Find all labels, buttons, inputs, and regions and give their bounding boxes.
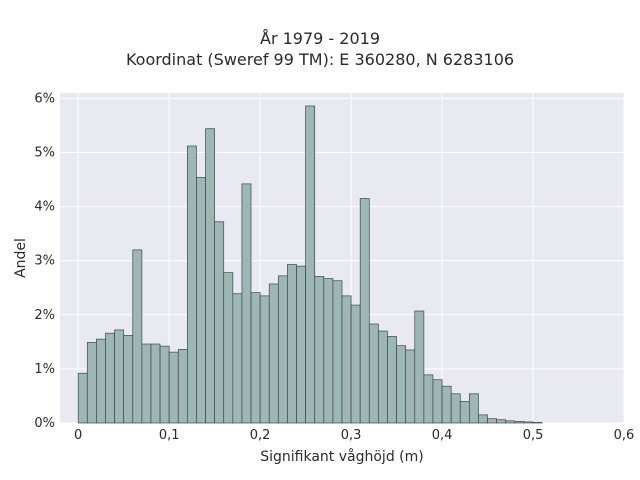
histogram-bar [532,422,543,424]
histogram-bar [177,349,188,424]
histogram-bar [505,420,516,424]
histogram-bar [423,374,434,424]
x-axis-ticks: 0 0,1 0,2 0,3 0,4 0,5 0,6 [74,428,634,443]
histogram-bar [250,292,261,424]
histogram-bar [368,323,379,424]
y-tick-label: 1% [34,362,55,377]
histogram-bar [159,345,170,424]
x-tick-label: 0,6 [614,428,635,443]
x-tick-label: 0,5 [523,428,544,443]
y-axis-label: Andel [13,238,29,278]
histogram-bar [496,419,507,424]
histogram-bar [187,145,197,424]
x-tick-label: 0,4 [432,428,453,443]
histogram-bar [105,332,115,424]
x-tick-label: 0,1 [159,428,180,443]
histogram-bar [378,330,388,424]
histogram-bar [168,351,179,424]
histogram-bar [114,329,125,424]
y-tick-label: 4% [34,200,55,215]
y-tick-label: 5% [34,146,55,161]
histogram-bar [205,128,215,424]
histogram-bar [296,265,306,424]
histogram-bar [241,183,252,424]
x-axis-label: Signifikant våghöjd (m) [260,448,423,465]
histogram-bar [132,249,143,424]
histogram-bar [350,304,361,424]
histogram-bar [478,414,488,424]
histogram-bar [487,418,497,424]
histogram-bar [305,105,316,424]
histogram-bar [405,349,416,424]
histogram-bar [96,338,106,424]
histogram-bar [469,393,479,424]
chart-subtitle: Koordinat (Sweref 99 TM): E 360280, N 62… [125,50,515,69]
histogram-bar [196,177,206,424]
histogram-bar [523,421,534,424]
y-tick-label: 0% [34,416,55,431]
histogram-bar [259,295,270,424]
histogram-bar [141,343,152,424]
histogram-bar [514,421,525,424]
histogram-bar [396,345,407,424]
x-tick-label: 0,2 [250,428,271,443]
histogram-bar [86,342,97,424]
histogram-bar [332,280,343,424]
histogram-bar [323,278,334,424]
histogram-bar [268,283,279,424]
histogram-bar [450,393,461,424]
histogram-bar [77,372,88,424]
histogram-bar [459,401,470,424]
y-tick-label: 3% [34,254,55,269]
y-tick-label: 2% [34,308,55,323]
histogram-bar [387,336,397,424]
histogram-bar [359,198,370,424]
histogram-bar [287,264,297,424]
x-tick-label: 0 [74,428,82,443]
histogram-bar [414,310,425,424]
histogram-bar [314,276,325,424]
histogram-bar [232,293,243,424]
histogram-bar [341,295,352,424]
histogram-bar [223,272,234,424]
x-tick-label: 0,3 [341,428,362,443]
histogram-bars [77,105,543,424]
chart-title: År 1979 - 2019 [260,29,380,48]
histogram-bar [123,335,134,424]
histogram-bar [441,385,452,424]
histogram-bar [214,221,225,424]
y-tick-label: 6% [34,91,55,106]
histogram-bar [432,379,443,424]
histogram-bar [150,343,161,424]
histogram-bar [277,275,288,424]
y-axis-ticks: 0% 1% 2% 3% 4% 5% 6% [34,91,55,431]
